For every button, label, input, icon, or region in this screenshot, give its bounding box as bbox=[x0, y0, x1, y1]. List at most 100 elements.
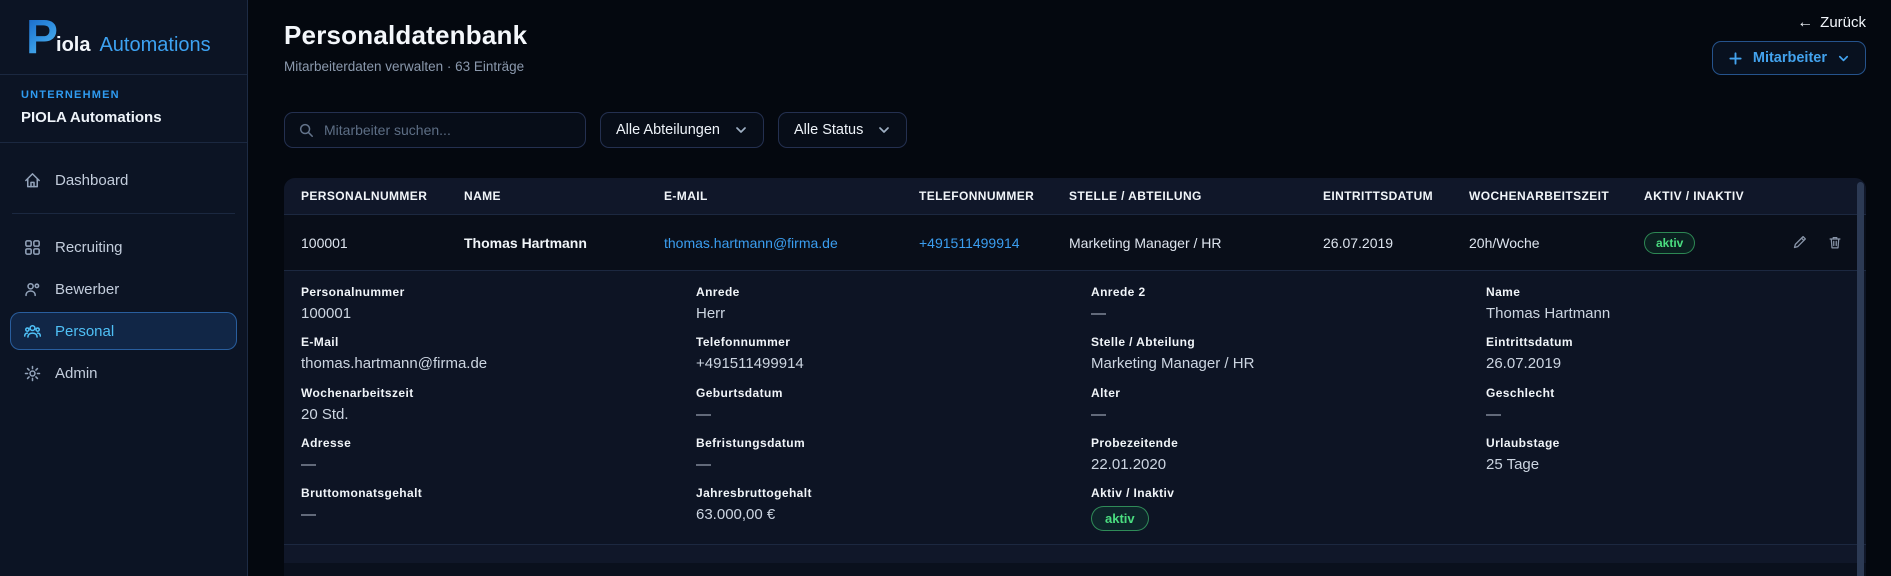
detail-field: Anrede Herr bbox=[696, 285, 1091, 322]
sidebar: P iola Automations UNTERNEHMEN PIOLA Aut… bbox=[0, 0, 248, 576]
arrow-left-icon: ← bbox=[1797, 13, 1814, 31]
detail-value: — bbox=[1091, 406, 1106, 423]
sidebar-item-label: Admin bbox=[55, 364, 98, 382]
cell-wochenarbeitszeit: 20h/Woche bbox=[1469, 234, 1540, 251]
detail-field: Geburtsdatum — bbox=[696, 386, 1091, 423]
table-scrollbar[interactable] bbox=[1857, 182, 1864, 576]
sidebar-item-label: Bewerber bbox=[55, 280, 120, 298]
sidebar-item-admin[interactable]: Admin bbox=[10, 354, 237, 392]
status-filter-value: Alle Status bbox=[794, 122, 864, 138]
delete-icon[interactable] bbox=[1827, 234, 1843, 251]
sidebar-item-personal[interactable]: Personal bbox=[10, 312, 237, 350]
users-icon bbox=[23, 322, 42, 341]
detail-value: — bbox=[1486, 406, 1501, 423]
detail-field: Probezeitende 22.01.2020 bbox=[1091, 436, 1486, 473]
back-link-label: Zurück bbox=[1820, 14, 1866, 31]
detail-field: Stelle / Abteilung Marketing Manager / HR bbox=[1091, 335, 1486, 373]
grid-icon bbox=[23, 238, 42, 257]
column-header: Telefonnummer bbox=[919, 189, 1035, 203]
detail-status-badge: aktiv bbox=[1091, 506, 1149, 531]
status-filter-select[interactable]: Alle Status bbox=[778, 112, 908, 148]
table-header-row: Personalnummer Name E-Mail Telefonnummer… bbox=[284, 178, 1866, 214]
table-row[interactable]: 100001 Thomas Hartmann thomas.hartmann@f… bbox=[284, 214, 1866, 270]
sidebar-item-label: Personal bbox=[55, 322, 115, 340]
search-box bbox=[284, 112, 586, 148]
plus-icon bbox=[1728, 51, 1743, 66]
detail-field: Name Thomas Hartmann bbox=[1486, 285, 1849, 322]
detail-value: 22.01.2020 bbox=[1091, 456, 1167, 473]
user-icon bbox=[23, 280, 42, 299]
detail-value: 63.000,00 € bbox=[696, 506, 776, 523]
page-subtitle: Mitarbeiterdaten verwalten · 63 Einträge bbox=[284, 59, 525, 74]
column-header: Personalnummer bbox=[301, 189, 428, 203]
detail-value: 25 Tage bbox=[1486, 456, 1540, 473]
column-header: Wochenarbeitszeit bbox=[1469, 189, 1610, 203]
detail-field: Wochenarbeitszeit 20 Std. bbox=[301, 386, 696, 423]
detail-email-link[interactable]: thomas.hartmann@firma.de bbox=[301, 355, 488, 372]
detail-field: Anrede 2— bbox=[1091, 285, 1486, 322]
company-section-label: UNTERNEHMEN bbox=[21, 89, 120, 101]
detail-value: — bbox=[301, 456, 316, 473]
column-header: Aktiv / Inaktiv bbox=[1644, 189, 1745, 203]
detail-value: — bbox=[696, 406, 711, 423]
detail-value: — bbox=[301, 506, 316, 523]
search-input[interactable] bbox=[324, 122, 572, 138]
detail-field: Adresse — bbox=[301, 436, 696, 473]
detail-field: Urlaubstage 25 Tage bbox=[1486, 436, 1849, 473]
sidebar-item-bewerber[interactable]: Bewerber bbox=[10, 270, 237, 308]
cell-email-link[interactable]: thomas.hartmann@firma.de bbox=[664, 234, 838, 251]
cell-personalnummer: 100001 bbox=[301, 234, 348, 251]
sidebar-item-label: Dashboard bbox=[55, 171, 129, 189]
detail-value: 26.07.2019 bbox=[1486, 355, 1562, 372]
row-actions bbox=[1791, 234, 1849, 251]
edit-icon[interactable] bbox=[1791, 234, 1808, 251]
detail-value: 100001 bbox=[301, 305, 352, 322]
detail-field: Aktiv / Inaktiv aktiv bbox=[1091, 486, 1486, 531]
status-badge: aktiv bbox=[1644, 231, 1696, 254]
nav-divider bbox=[12, 213, 235, 214]
cell-name: Thomas Hartmann bbox=[464, 234, 587, 251]
column-header: E-Mail bbox=[664, 189, 708, 203]
page-title: Personaldatenbank bbox=[284, 20, 528, 50]
add-employee-button-label: Mitarbeiter bbox=[1752, 50, 1827, 66]
column-header: Eintrittsdatum bbox=[1323, 189, 1434, 203]
detail-field: Bruttomonatsgehalt — bbox=[301, 486, 696, 531]
detail-field: Befristungsdatum — bbox=[696, 436, 1091, 473]
brand-name-accent: Automations bbox=[99, 34, 211, 56]
employee-table: Personalnummer Name E-Mail Telefonnummer… bbox=[284, 178, 1866, 576]
detail-field: Jahresbruttogehalt 63.000,00 € bbox=[696, 486, 1091, 531]
gear-icon bbox=[23, 364, 42, 383]
sidebar-item-dashboard[interactable]: Dashboard bbox=[10, 161, 237, 199]
chevron-down-icon bbox=[1837, 52, 1850, 65]
sidebar-item-label: Recruiting bbox=[55, 238, 123, 256]
detail-field: E-Mail thomas.hartmann@firma.de bbox=[301, 335, 488, 372]
department-filter-value: Alle Abteilungen bbox=[616, 122, 720, 138]
brand-name: iola bbox=[56, 34, 91, 56]
column-header: Name bbox=[464, 189, 501, 203]
detail-value: — bbox=[696, 456, 711, 473]
detail-value: — bbox=[1091, 305, 1106, 322]
detail-value: Thomas Hartmann bbox=[1486, 305, 1611, 322]
cell-phone-link[interactable]: +491511499914 bbox=[919, 234, 1020, 251]
detail-field-empty bbox=[1486, 486, 1849, 531]
detail-field: Alter — bbox=[1091, 386, 1486, 423]
column-header: Stelle / Abteilung bbox=[1069, 189, 1202, 203]
detail-phone-link[interactable]: +491511499914 bbox=[696, 355, 804, 372]
employee-detail-panel: Personalnummer 100001 Anrede Herr Anrede 2… bbox=[284, 270, 1866, 544]
detail-field: Telefonnummer +491511499914 bbox=[696, 335, 804, 372]
detail-field: Geschlecht — bbox=[1486, 386, 1849, 423]
detail-value: Herr bbox=[696, 305, 726, 322]
add-employee-button[interactable]: Mitarbeiter bbox=[1711, 41, 1866, 75]
company-name: PIOLA Automations bbox=[21, 109, 162, 126]
next-table-row-partial[interactable] bbox=[284, 544, 1866, 563]
detail-value: 20 Std. bbox=[301, 406, 349, 423]
brand-logo[interactable]: P iola Automations bbox=[0, 0, 247, 75]
detail-field: Personalnummer 100001 bbox=[301, 285, 696, 322]
detail-field: Eintrittsdatum 26.07.2019 bbox=[1486, 335, 1849, 373]
back-link[interactable]: ← Zurück bbox=[1797, 14, 1866, 31]
cell-stelle-abteilung: Marketing Manager / HR bbox=[1069, 234, 1222, 251]
sidebar-item-recruiting[interactable]: Recruiting bbox=[10, 228, 237, 266]
home-icon bbox=[23, 171, 42, 190]
department-filter-select[interactable]: Alle Abteilungen bbox=[600, 112, 764, 148]
